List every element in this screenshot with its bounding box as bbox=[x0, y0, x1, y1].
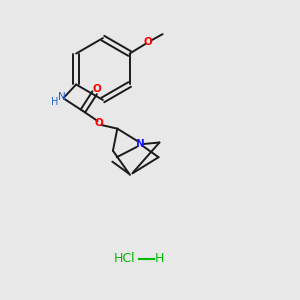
Text: O: O bbox=[143, 38, 152, 47]
Text: N: N bbox=[58, 92, 66, 102]
Text: O: O bbox=[95, 118, 103, 128]
Text: HCl: HCl bbox=[113, 252, 135, 266]
Text: N: N bbox=[136, 139, 145, 149]
Text: O: O bbox=[93, 84, 101, 94]
Text: H: H bbox=[51, 97, 58, 107]
Text: H: H bbox=[155, 252, 164, 266]
